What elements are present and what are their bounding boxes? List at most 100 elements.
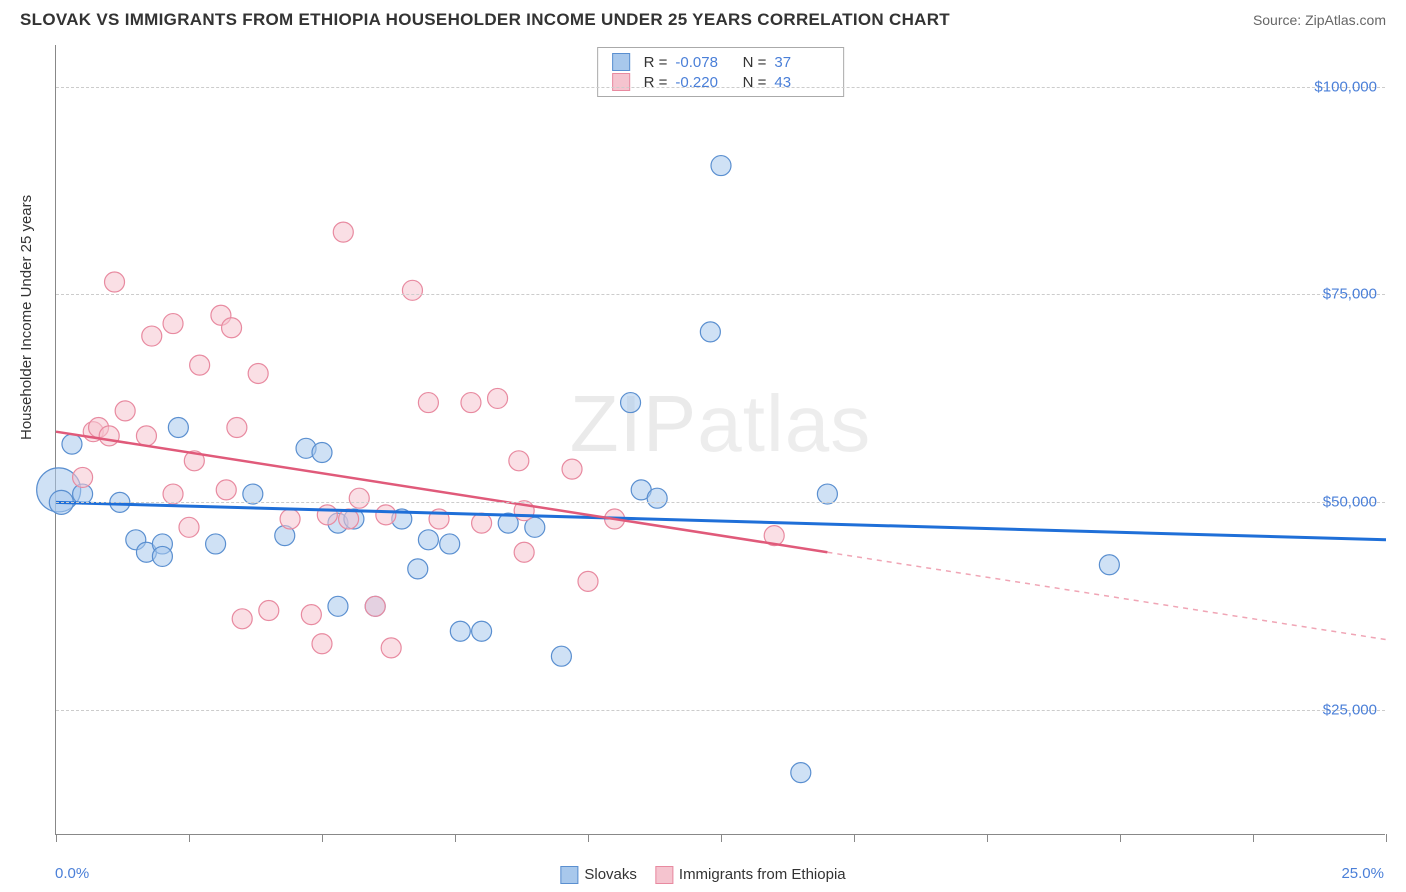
legend-label: Slovaks xyxy=(584,866,637,883)
y-tick-label: $50,000 xyxy=(1323,494,1377,511)
data-point xyxy=(227,418,247,438)
data-point xyxy=(280,509,300,529)
data-point xyxy=(562,459,582,479)
data-point xyxy=(312,634,332,654)
stats-n-value: 43 xyxy=(774,74,829,91)
data-point xyxy=(376,505,396,525)
data-point xyxy=(418,393,438,413)
x-tick xyxy=(721,834,722,842)
data-point xyxy=(152,546,172,566)
stats-n-label: N = xyxy=(738,54,766,71)
data-point xyxy=(105,272,125,292)
data-point xyxy=(418,530,438,550)
data-point xyxy=(402,280,422,300)
x-tick xyxy=(322,834,323,842)
data-point xyxy=(73,467,93,487)
data-point xyxy=(142,326,162,346)
chart-title: SLOVAK VS IMMIGRANTS FROM ETHIOPIA HOUSE… xyxy=(20,10,950,30)
data-point xyxy=(163,484,183,504)
y-tick-label: $25,000 xyxy=(1323,702,1377,719)
x-tick xyxy=(1386,834,1387,842)
data-point xyxy=(62,434,82,454)
legend-swatch xyxy=(655,866,673,884)
x-axis-label-min: 0.0% xyxy=(55,865,89,882)
data-point xyxy=(312,442,332,462)
legend-item: Immigrants from Ethiopia xyxy=(655,866,846,884)
stats-n-value: 37 xyxy=(774,54,829,71)
x-tick xyxy=(854,834,855,842)
y-tick-label: $100,000 xyxy=(1314,78,1377,95)
data-point xyxy=(365,596,385,616)
data-point xyxy=(509,451,529,471)
data-point xyxy=(488,388,508,408)
stats-r-label: R = xyxy=(644,54,668,71)
data-point xyxy=(349,488,369,508)
data-point xyxy=(472,513,492,533)
data-point xyxy=(472,621,492,641)
stats-swatch xyxy=(612,53,630,71)
data-point xyxy=(243,484,263,504)
source-label: Source: ZipAtlas.com xyxy=(1253,12,1386,28)
legend-item: Slovaks xyxy=(560,866,637,884)
data-point xyxy=(136,426,156,446)
data-point xyxy=(700,322,720,342)
data-point xyxy=(232,609,252,629)
y-axis-title: Householder Income Under 25 years xyxy=(18,195,35,440)
y-tick-label: $75,000 xyxy=(1323,286,1377,303)
legend-swatch xyxy=(560,866,578,884)
legend-label: Immigrants from Ethiopia xyxy=(679,866,846,883)
data-point xyxy=(206,534,226,554)
x-tick xyxy=(987,834,988,842)
data-point xyxy=(408,559,428,579)
data-point xyxy=(647,488,667,508)
data-point xyxy=(514,542,534,562)
data-point xyxy=(461,393,481,413)
data-point xyxy=(450,621,470,641)
data-point xyxy=(328,596,348,616)
data-point xyxy=(259,600,279,620)
stats-swatch xyxy=(612,73,630,91)
data-point xyxy=(621,393,641,413)
x-tick xyxy=(189,834,190,842)
stats-r-label: R = xyxy=(644,74,668,91)
stats-row: R = -0.078 N = 37 xyxy=(612,52,830,72)
legend-bottom: Slovaks Immigrants from Ethiopia xyxy=(560,866,845,884)
x-tick xyxy=(56,834,57,842)
scatter-svg xyxy=(56,45,1385,834)
data-point xyxy=(190,355,210,375)
gridline xyxy=(56,87,1385,88)
stats-row: R = -0.220 N = 43 xyxy=(612,72,830,92)
stats-legend-box: R = -0.078 N = 37 R = -0.220 N = 43 xyxy=(597,47,845,97)
data-point xyxy=(551,646,571,666)
stats-r-value: -0.220 xyxy=(675,74,730,91)
data-point xyxy=(817,484,837,504)
data-point xyxy=(168,418,188,438)
x-tick xyxy=(455,834,456,842)
chart-plot-area: ZIPatlas R =-0.078 N =37R =-0.220 N =43 … xyxy=(55,45,1385,835)
x-axis-label-max: 25.0% xyxy=(1341,865,1384,882)
data-point xyxy=(578,571,598,591)
data-point xyxy=(99,426,119,446)
stats-r-value: -0.078 xyxy=(675,54,730,71)
data-point xyxy=(301,605,321,625)
stats-n-label: N = xyxy=(738,74,766,91)
data-point xyxy=(222,318,242,338)
x-tick xyxy=(1120,834,1121,842)
data-point xyxy=(216,480,236,500)
data-point xyxy=(1099,555,1119,575)
data-point xyxy=(333,222,353,242)
data-point xyxy=(381,638,401,658)
gridline xyxy=(56,502,1385,503)
trend-line xyxy=(56,502,1386,539)
x-tick xyxy=(588,834,589,842)
data-point xyxy=(115,401,135,421)
gridline xyxy=(56,294,1385,295)
gridline xyxy=(56,710,1385,711)
data-point xyxy=(711,156,731,176)
data-point xyxy=(440,534,460,554)
x-tick xyxy=(1253,834,1254,842)
data-point xyxy=(248,363,268,383)
data-point xyxy=(791,763,811,783)
data-point xyxy=(317,505,337,525)
data-point xyxy=(163,314,183,334)
